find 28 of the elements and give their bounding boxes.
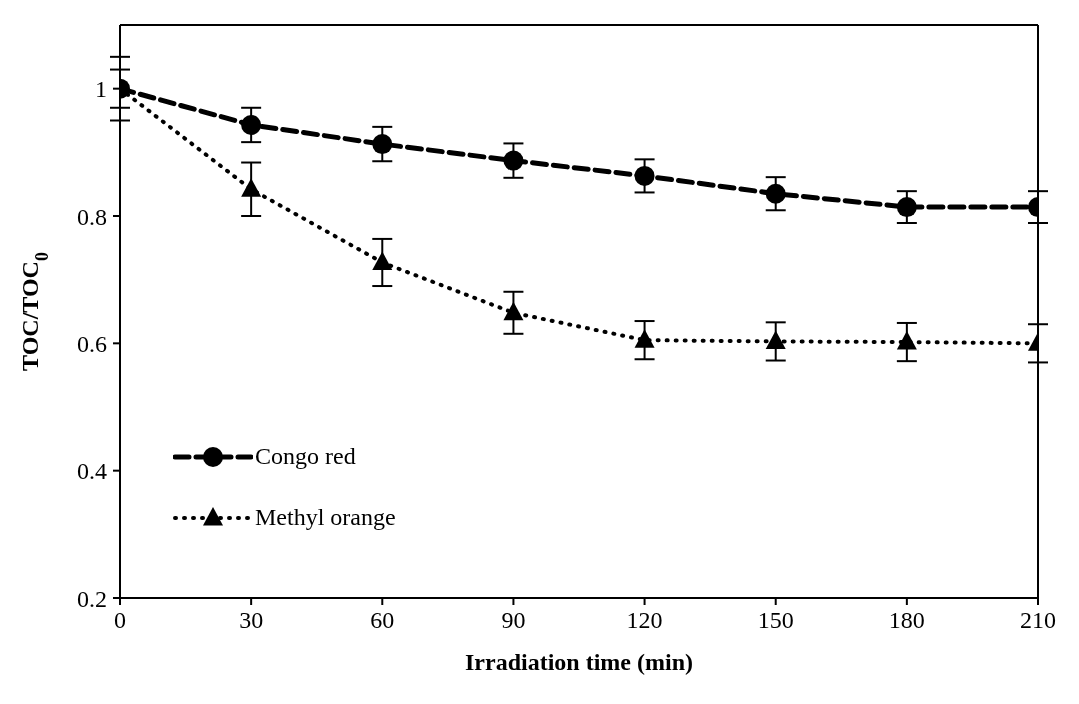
x-tick-label: 30 <box>239 607 264 634</box>
point <box>896 197 917 218</box>
x-tick-label: 0 <box>114 607 126 634</box>
x-tick-label: 150 <box>757 607 794 634</box>
x-axis-title: Irradiation time (min) <box>465 649 693 675</box>
y-tick-label: 0.6 <box>77 330 107 357</box>
point <box>896 331 917 350</box>
y-tick-label: 0.2 <box>77 585 107 612</box>
point <box>503 301 524 321</box>
point <box>241 114 262 135</box>
point <box>503 150 524 171</box>
point <box>372 134 393 155</box>
y-tick-label: 0.4 <box>77 458 107 485</box>
x-tick-label: 90 <box>501 607 526 634</box>
y-tick-label: 0.8 <box>77 203 107 230</box>
point <box>241 178 262 197</box>
point <box>372 251 393 270</box>
point <box>765 183 786 204</box>
x-tick-label: 60 <box>370 607 395 634</box>
y-tick-label: 1 <box>95 76 107 103</box>
x-tick-label: 180 <box>888 607 925 634</box>
legend-label: Methyl orange <box>255 504 396 531</box>
x-tick-label: 120 <box>626 607 663 634</box>
x-tick-label: 210 <box>1020 607 1056 634</box>
point <box>634 165 655 186</box>
point <box>765 330 786 349</box>
legend-label: Congo red <box>255 443 356 470</box>
point <box>634 329 655 348</box>
